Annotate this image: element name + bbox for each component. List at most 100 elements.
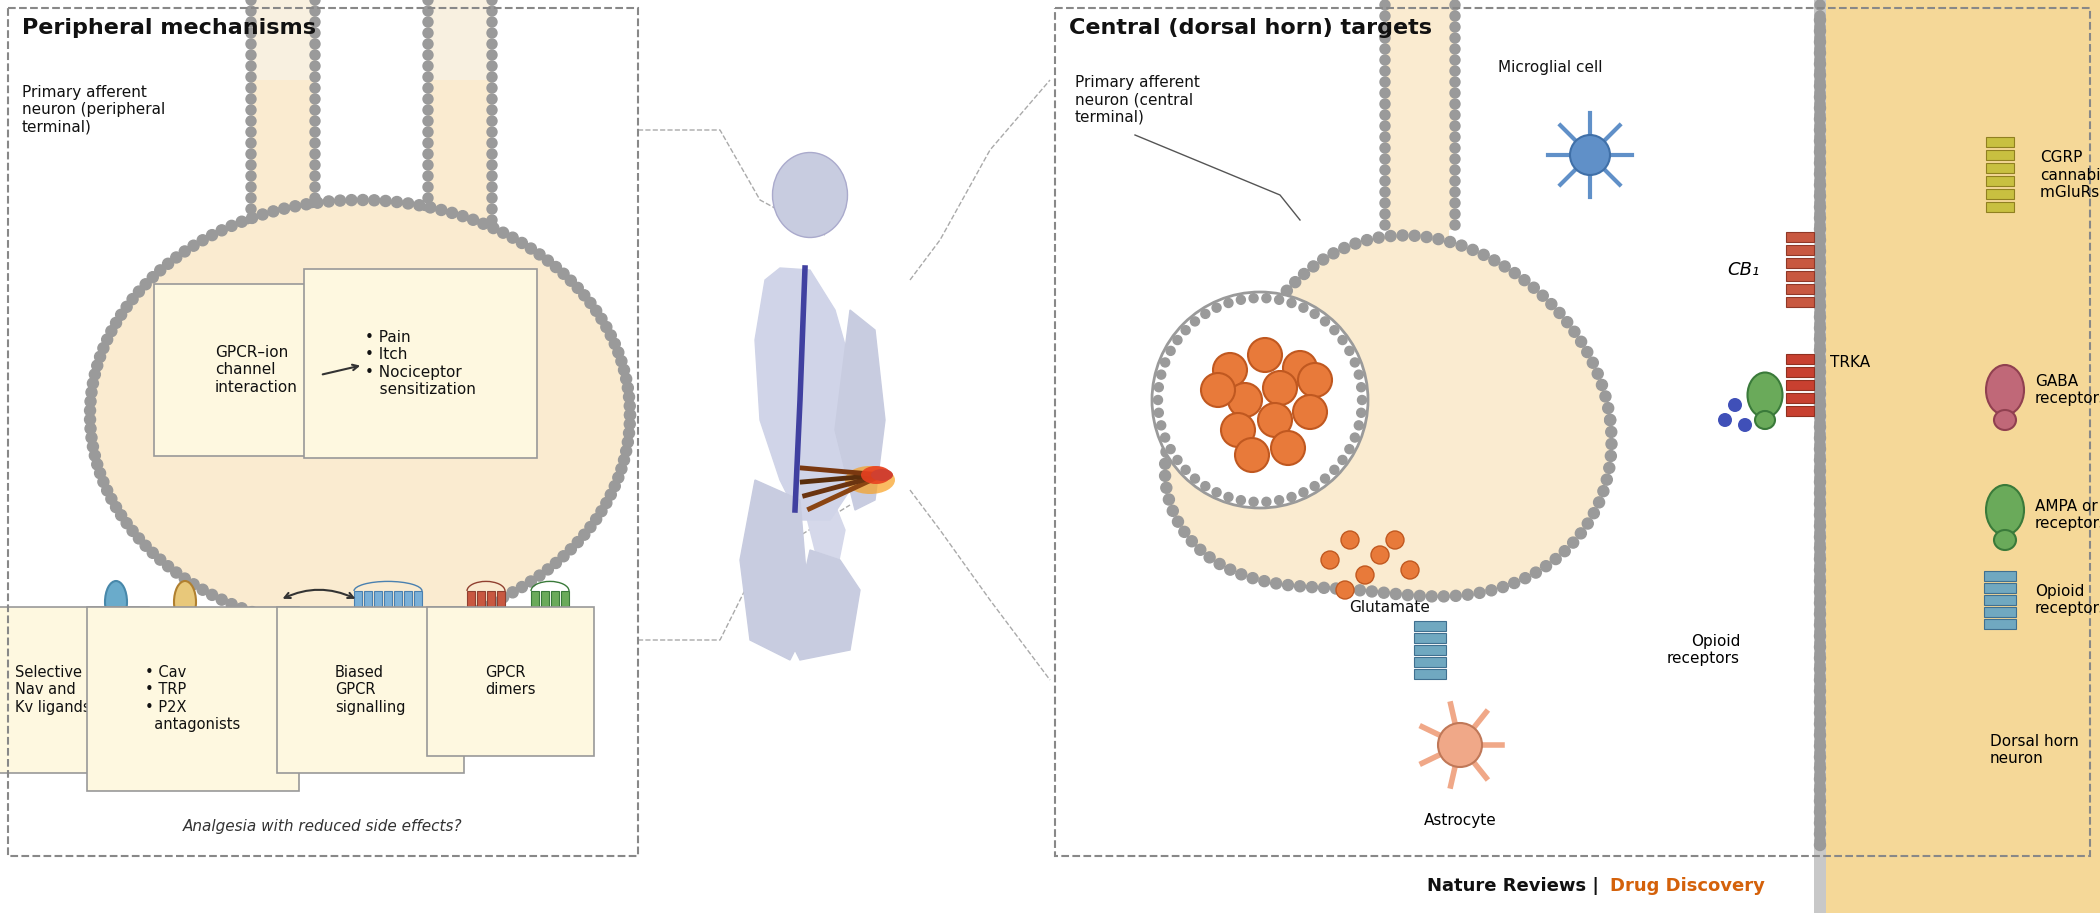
Circle shape (1191, 317, 1199, 326)
Circle shape (1814, 99, 1825, 109)
Circle shape (94, 352, 105, 362)
Circle shape (1380, 66, 1390, 76)
Circle shape (162, 561, 174, 572)
Bar (498, 591, 504, 639)
Circle shape (246, 182, 256, 192)
Circle shape (1449, 55, 1460, 65)
Circle shape (550, 261, 561, 273)
Circle shape (1155, 408, 1163, 417)
Circle shape (1208, 363, 1218, 374)
Circle shape (1298, 268, 1310, 279)
Circle shape (1560, 546, 1571, 557)
Circle shape (1814, 553, 1825, 564)
Bar (1984, 571, 2016, 581)
Circle shape (1814, 135, 1825, 146)
Circle shape (380, 195, 391, 206)
Circle shape (1814, 773, 1825, 784)
Circle shape (605, 489, 615, 500)
Bar (1054, 8, 2090, 856)
Circle shape (1380, 132, 1390, 142)
Text: Glutamate: Glutamate (1350, 600, 1430, 615)
Circle shape (1396, 230, 1409, 241)
Circle shape (1814, 455, 1825, 466)
Circle shape (357, 624, 367, 635)
Circle shape (1380, 99, 1390, 109)
Circle shape (1174, 336, 1182, 344)
Circle shape (613, 347, 624, 358)
Circle shape (1814, 146, 1825, 158)
Circle shape (422, 204, 433, 214)
Circle shape (422, 160, 433, 170)
Circle shape (370, 624, 380, 635)
Circle shape (1449, 132, 1460, 142)
Circle shape (1247, 338, 1281, 372)
Circle shape (1814, 759, 1825, 769)
Circle shape (246, 127, 256, 137)
Circle shape (622, 436, 634, 447)
Circle shape (1814, 542, 1825, 553)
Circle shape (1814, 55, 1825, 65)
Circle shape (1357, 408, 1365, 417)
Circle shape (1159, 470, 1170, 481)
Circle shape (1814, 121, 1825, 131)
Ellipse shape (107, 631, 124, 645)
Circle shape (346, 194, 357, 205)
Circle shape (487, 193, 498, 203)
Circle shape (1814, 66, 1825, 76)
Circle shape (1814, 202, 1825, 213)
Circle shape (86, 432, 97, 443)
Circle shape (101, 334, 113, 345)
Circle shape (290, 201, 300, 212)
Circle shape (1581, 347, 1592, 358)
Circle shape (246, 105, 256, 115)
Circle shape (1250, 321, 1260, 332)
Bar (1814, 0, 1827, 913)
Circle shape (189, 579, 200, 590)
Circle shape (1814, 795, 1825, 806)
Text: CB₁: CB₁ (1728, 261, 1760, 279)
Circle shape (422, 61, 433, 71)
Circle shape (1449, 176, 1460, 186)
Circle shape (573, 282, 584, 293)
Circle shape (624, 392, 634, 403)
Circle shape (533, 249, 546, 260)
Circle shape (422, 17, 433, 27)
Circle shape (1814, 165, 1825, 175)
Circle shape (1588, 357, 1598, 368)
Circle shape (542, 564, 554, 575)
Circle shape (1270, 578, 1281, 589)
Circle shape (1449, 0, 1460, 10)
Circle shape (1180, 326, 1191, 335)
Circle shape (422, 83, 433, 93)
Bar (428, 0, 491, 220)
Circle shape (116, 310, 126, 320)
Circle shape (487, 171, 498, 181)
Bar (1413, 621, 1447, 631)
Circle shape (1550, 553, 1560, 564)
Circle shape (1814, 180, 1825, 191)
Bar (363, 591, 372, 639)
Circle shape (1294, 395, 1327, 429)
Bar (1386, 0, 1455, 230)
Circle shape (1161, 358, 1170, 367)
Circle shape (559, 551, 569, 561)
Circle shape (542, 255, 554, 266)
Circle shape (1604, 450, 1617, 461)
Circle shape (422, 171, 433, 181)
Circle shape (1814, 583, 1825, 593)
Circle shape (605, 330, 615, 341)
Circle shape (246, 138, 256, 148)
Bar (355, 591, 361, 639)
Circle shape (311, 72, 319, 82)
Circle shape (1814, 333, 1825, 344)
Circle shape (1814, 729, 1825, 740)
Circle shape (620, 455, 630, 466)
Circle shape (311, 149, 319, 159)
Circle shape (1172, 516, 1184, 527)
Circle shape (1350, 238, 1361, 249)
Circle shape (487, 17, 498, 27)
Circle shape (1178, 402, 1189, 413)
Circle shape (1172, 412, 1182, 423)
Circle shape (447, 207, 458, 218)
Circle shape (620, 364, 630, 375)
